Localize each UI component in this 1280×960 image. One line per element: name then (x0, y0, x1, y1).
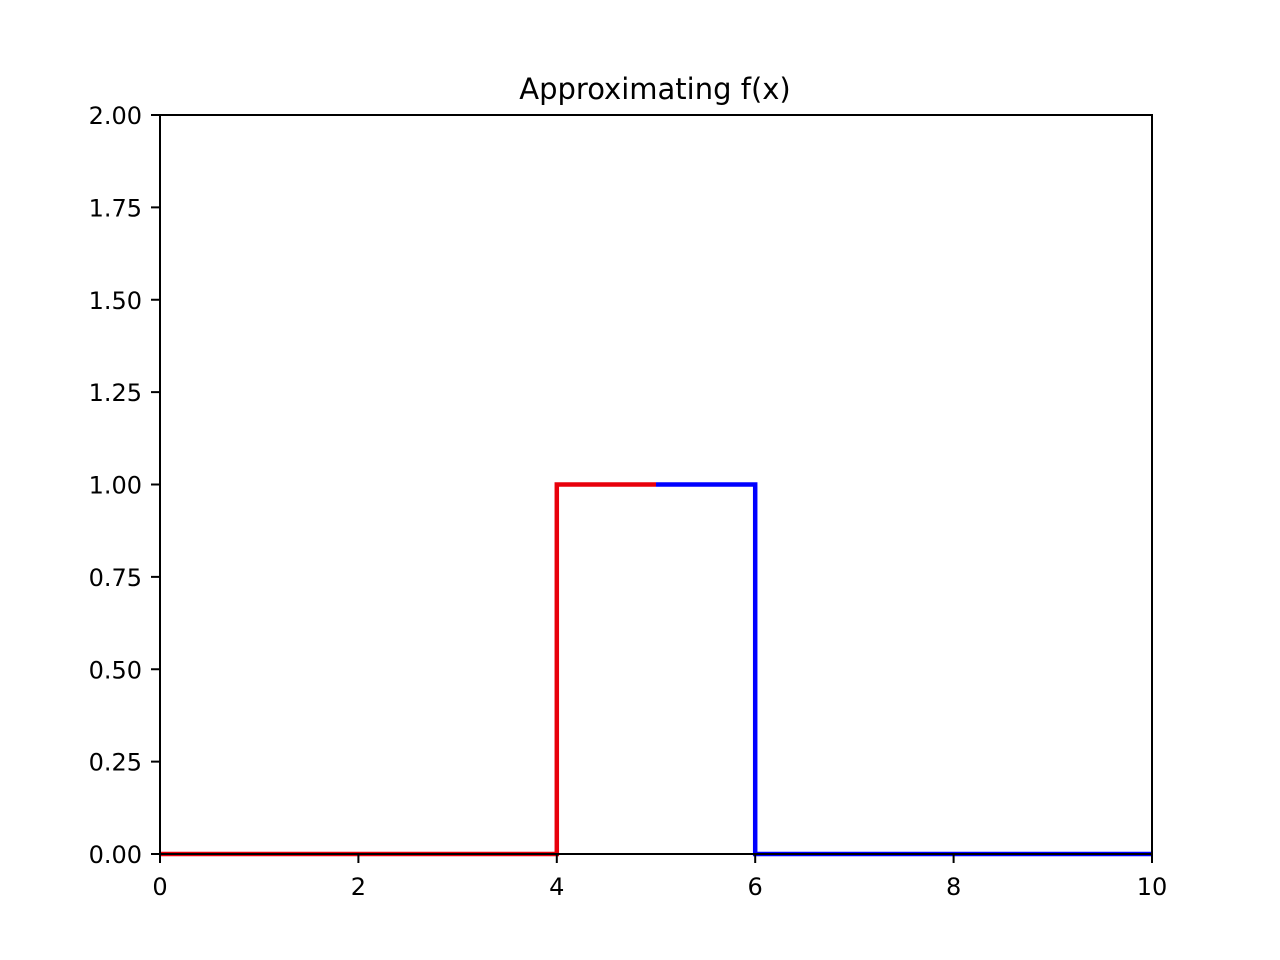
x-tick-label: 2 (351, 873, 366, 901)
y-tick-label: 1.50 (89, 287, 142, 315)
x-axis: 0 2 4 6 8 10 (152, 854, 1167, 901)
series-layer (160, 482, 1152, 857)
y-tick-label: 0.50 (89, 656, 142, 684)
y-tick-label: 1.25 (89, 379, 142, 407)
x-tick-label: 10 (1137, 873, 1168, 901)
y-tick-label: 0.75 (89, 564, 142, 592)
series-line-0 (160, 482, 656, 857)
y-tick-label: 0.25 (89, 749, 142, 777)
chart-title: Approximating f(x) (519, 72, 790, 106)
y-tick-label: 1.75 (89, 194, 142, 222)
x-tick-label: 8 (946, 873, 961, 901)
x-tick-label: 4 (549, 873, 564, 901)
x-tick-label: 6 (748, 873, 763, 901)
y-tick-label: 1.00 (89, 472, 142, 500)
x-tick-label: 0 (152, 873, 167, 901)
y-axis: 0.00 0.25 0.50 0.75 1.00 1.25 1.50 1.75 2.00 (89, 102, 160, 869)
y-tick-label: 2.00 (89, 102, 142, 130)
series-line-1 (656, 482, 1152, 857)
y-tick-label: 0.00 (89, 841, 142, 869)
